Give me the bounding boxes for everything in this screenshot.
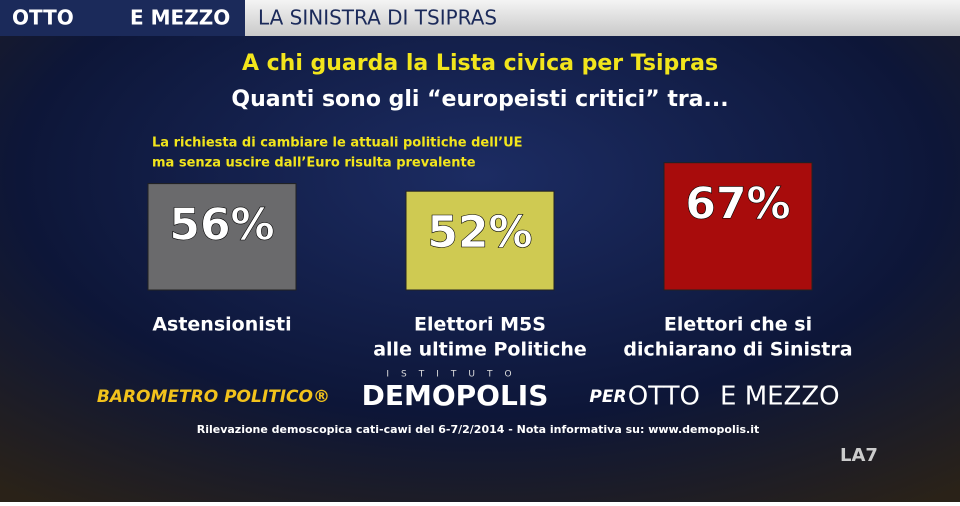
category-label: Elettori M5S bbox=[414, 314, 546, 336]
annotation: ma senza uscire dall’Euro risulta preval… bbox=[152, 156, 476, 171]
annotation: La richiesta di cambiare le attuali poli… bbox=[152, 136, 523, 151]
category-label: Astensionisti bbox=[152, 314, 291, 336]
logo-box bbox=[0, 0, 245, 36]
barometro: BAROMETRO POLITICO® bbox=[97, 387, 330, 407]
chart-title: A chi guarda la Lista civica per Tsipras bbox=[242, 51, 718, 76]
category-label: Elettori che si bbox=[664, 314, 812, 336]
demopolis: DEMOPOLIS bbox=[362, 379, 549, 412]
chart-subtitle: Quanti sono gli “europeisti critici” tra… bbox=[231, 87, 728, 112]
category-label: dichiarano di Sinistra bbox=[623, 339, 852, 361]
bar bbox=[663, 162, 813, 291]
logo: OTTO bbox=[12, 6, 74, 30]
plot: 56% Astensionisti 52% Elettori M5S alle ulti… bbox=[147, 162, 853, 361]
value-label: 56% bbox=[169, 200, 274, 251]
value-label: 52% bbox=[427, 207, 532, 258]
source: Rilevazione demoscopica cati-cawi del 6-… bbox=[197, 423, 760, 436]
category-label: alle ultime Politiche bbox=[373, 339, 587, 361]
per: PER bbox=[589, 387, 626, 407]
emezzo: E MEZZO bbox=[720, 382, 840, 412]
logo: E MEZZO bbox=[130, 6, 230, 30]
bar bbox=[405, 190, 555, 291]
otto: OTTO bbox=[628, 382, 700, 412]
value-label: 67% bbox=[685, 179, 790, 230]
bar bbox=[147, 183, 297, 291]
section-title: LA SINISTRA DI TSIPRAS bbox=[258, 6, 497, 30]
istituto: ISTITUTO bbox=[386, 370, 523, 380]
channel-logo: LA7 bbox=[840, 445, 878, 466]
